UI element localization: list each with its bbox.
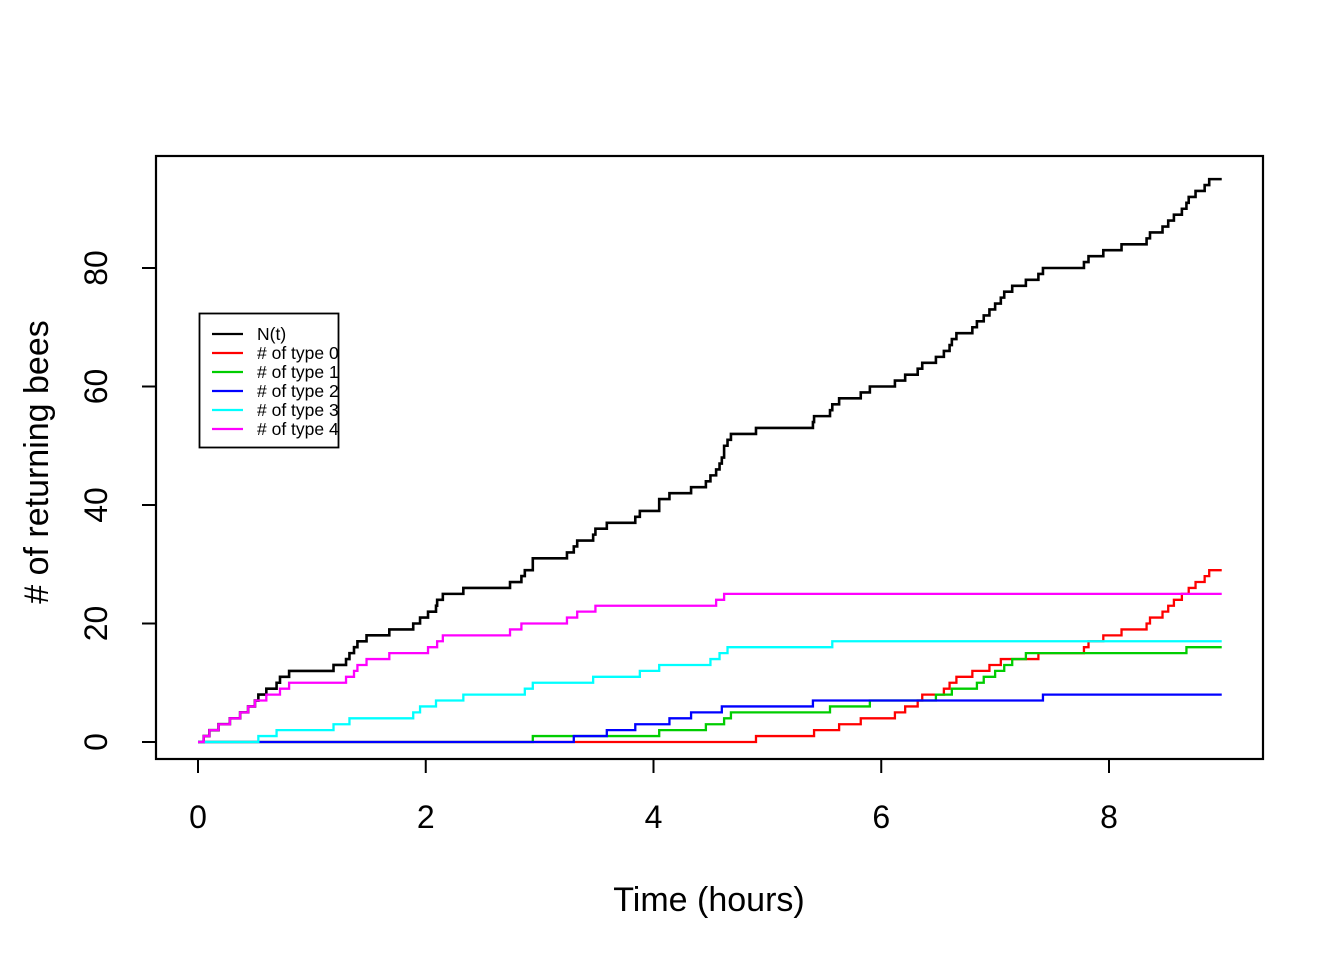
legend-label: # of type 4 bbox=[257, 419, 339, 439]
legend-label: # of type 1 bbox=[257, 362, 339, 382]
y-tick-label: 60 bbox=[78, 369, 114, 405]
legend-label: # of type 2 bbox=[257, 381, 339, 401]
series-lines bbox=[198, 177, 1222, 744]
y-axis-title: # of returning bees bbox=[18, 320, 56, 604]
legend-label: # of type 3 bbox=[257, 400, 339, 420]
x-axis-ticks: 0 2 4 6 8 bbox=[189, 759, 1118, 835]
y-tick-label: 80 bbox=[78, 250, 114, 286]
legend-label: N(t) bbox=[257, 324, 286, 344]
series-line--of-type-2 bbox=[198, 693, 1222, 744]
series-line--of-type-1 bbox=[198, 646, 1222, 744]
plot-box bbox=[154, 154, 1265, 761]
series-line--of-type-4 bbox=[198, 592, 1222, 744]
x-axis-title: Time (hours) bbox=[613, 881, 804, 919]
legend-box bbox=[198, 312, 340, 449]
x-tick-label: 6 bbox=[872, 799, 890, 835]
series-line--of-type-3 bbox=[198, 640, 1222, 744]
legend-entries: N(t)# of type 0# of type 1# of type 2# o… bbox=[212, 324, 339, 439]
series-line-n-t- bbox=[198, 177, 1222, 744]
legend: N(t)# of type 0# of type 1# of type 2# o… bbox=[198, 312, 340, 449]
y-tick-label: 40 bbox=[78, 487, 114, 523]
x-tick-label: 8 bbox=[1100, 799, 1118, 835]
x-tick-label: 2 bbox=[417, 799, 435, 835]
y-tick-label: 0 bbox=[78, 733, 114, 751]
y-axis-ticks: 0 20 40 60 80 bbox=[78, 250, 156, 751]
y-tick-label: 20 bbox=[78, 606, 114, 642]
x-tick-label: 0 bbox=[189, 799, 207, 835]
legend-label: # of type 0 bbox=[257, 343, 339, 363]
x-tick-label: 4 bbox=[645, 799, 663, 835]
series-line--of-type-0 bbox=[198, 569, 1222, 744]
